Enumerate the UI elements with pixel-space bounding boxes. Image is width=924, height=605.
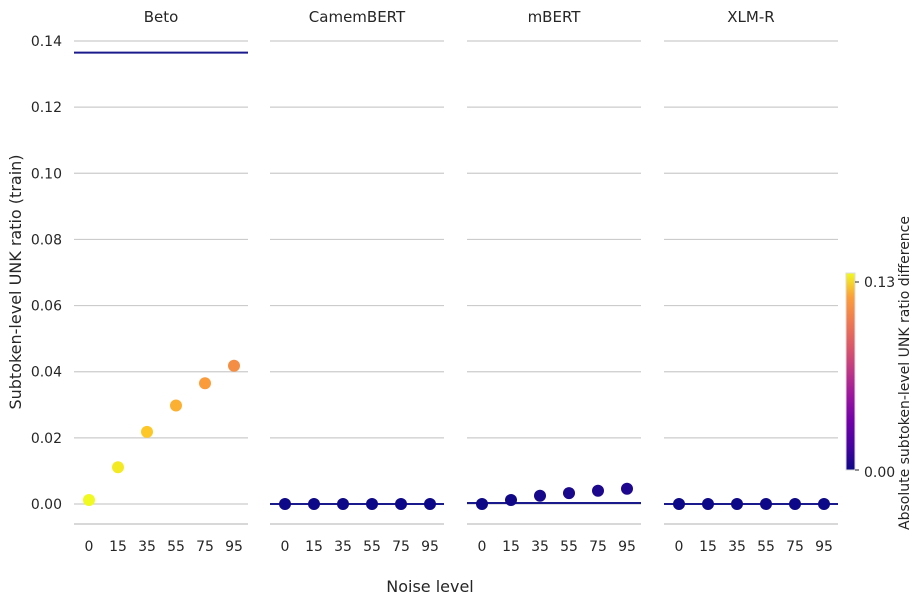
data-point: [366, 498, 378, 510]
panel-title: Beto: [144, 8, 179, 26]
y-tick-label: 0.14: [31, 34, 62, 50]
data-point: [170, 399, 182, 412]
panel-title: CamemBERT: [309, 8, 406, 26]
y-tick-label: 0.02: [31, 431, 62, 447]
y-tick-label: 0.08: [31, 232, 62, 248]
y-tick-label: 0.04: [31, 365, 62, 381]
x-tick-label: 35: [728, 539, 746, 555]
data-point: [112, 461, 124, 474]
x-tick-label: 75: [786, 539, 804, 555]
data-point: [337, 498, 349, 510]
x-tick-label: 55: [757, 539, 775, 555]
y-axis: 0.00 0.02 0.04 0.06 0.08 0.10 0.12 0.14: [31, 34, 62, 513]
data-point: [592, 484, 604, 497]
data-point: [818, 498, 830, 510]
data-point: [505, 494, 517, 507]
data-point: [731, 498, 743, 510]
colorbar: 0.13 0.00 Absolute subtoken-level UNK ra…: [845, 216, 913, 530]
x-tick-label: 95: [815, 539, 833, 555]
x-tick-label: 55: [363, 539, 381, 555]
x-tick-label: 15: [109, 539, 127, 555]
colorbar-gradient: [845, 272, 856, 471]
data-point: [199, 377, 211, 390]
data-point: [563, 487, 575, 500]
x-tick-label: 95: [421, 539, 439, 555]
data-point: [395, 498, 407, 510]
data-point: [760, 498, 772, 510]
x-tick-label: 15: [699, 539, 717, 555]
data-point: [279, 498, 291, 510]
x-tick-label: 35: [334, 539, 352, 555]
panel-beto: Beto 0 15 35 55 75 95: [74, 8, 248, 555]
x-tick-label: 35: [531, 539, 549, 555]
colorbar-label: Absolute subtoken-level UNK ratio differ…: [897, 216, 913, 530]
colorbar-min-label: 0.00: [864, 465, 895, 481]
x-axis-label: Noise level: [386, 577, 474, 596]
data-point: [702, 498, 714, 510]
panel-camembert: CamemBERT 0 15 35 55 75 95: [270, 8, 444, 555]
data-point: [308, 498, 320, 510]
x-tick-label: 95: [618, 539, 636, 555]
data-point: [673, 498, 685, 510]
panel-title: mBERT: [528, 8, 582, 26]
data-point: [83, 494, 95, 507]
x-tick-label: 0: [85, 539, 94, 555]
data-point: [789, 498, 801, 510]
x-tick-label: 0: [281, 539, 290, 555]
x-tick-label: 95: [225, 539, 243, 555]
x-tick-label: 55: [167, 539, 185, 555]
x-tick-label: 0: [675, 539, 684, 555]
x-tick-label: 75: [589, 539, 607, 555]
x-tick-label: 75: [392, 539, 410, 555]
colorbar-max-label: 0.13: [864, 275, 895, 291]
data-point: [424, 498, 436, 510]
data-point: [534, 489, 546, 502]
x-tick-label: 55: [560, 539, 578, 555]
y-axis-label: Subtoken-level UNK ratio (train): [6, 154, 25, 409]
x-tick-label: 0: [478, 539, 487, 555]
x-tick-label: 15: [305, 539, 323, 555]
data-point: [141, 425, 153, 438]
x-tick-label: 15: [502, 539, 520, 555]
y-tick-label: 0.10: [31, 166, 62, 182]
x-tick-label: 75: [196, 539, 214, 555]
panel-mbert: mBERT 0 15 35 55 75 95: [467, 8, 641, 555]
y-tick-label: 0.00: [31, 497, 62, 513]
data-point: [476, 498, 488, 510]
y-tick-label: 0.12: [31, 100, 62, 116]
x-tick-label: 35: [138, 539, 156, 555]
data-point: [228, 359, 240, 372]
y-tick-label: 0.06: [31, 299, 62, 315]
data-point: [621, 482, 633, 495]
panel-xlm-r: XLM-R 0 15 35 55 75 95: [664, 8, 838, 555]
panel-title: XLM-R: [727, 8, 774, 26]
